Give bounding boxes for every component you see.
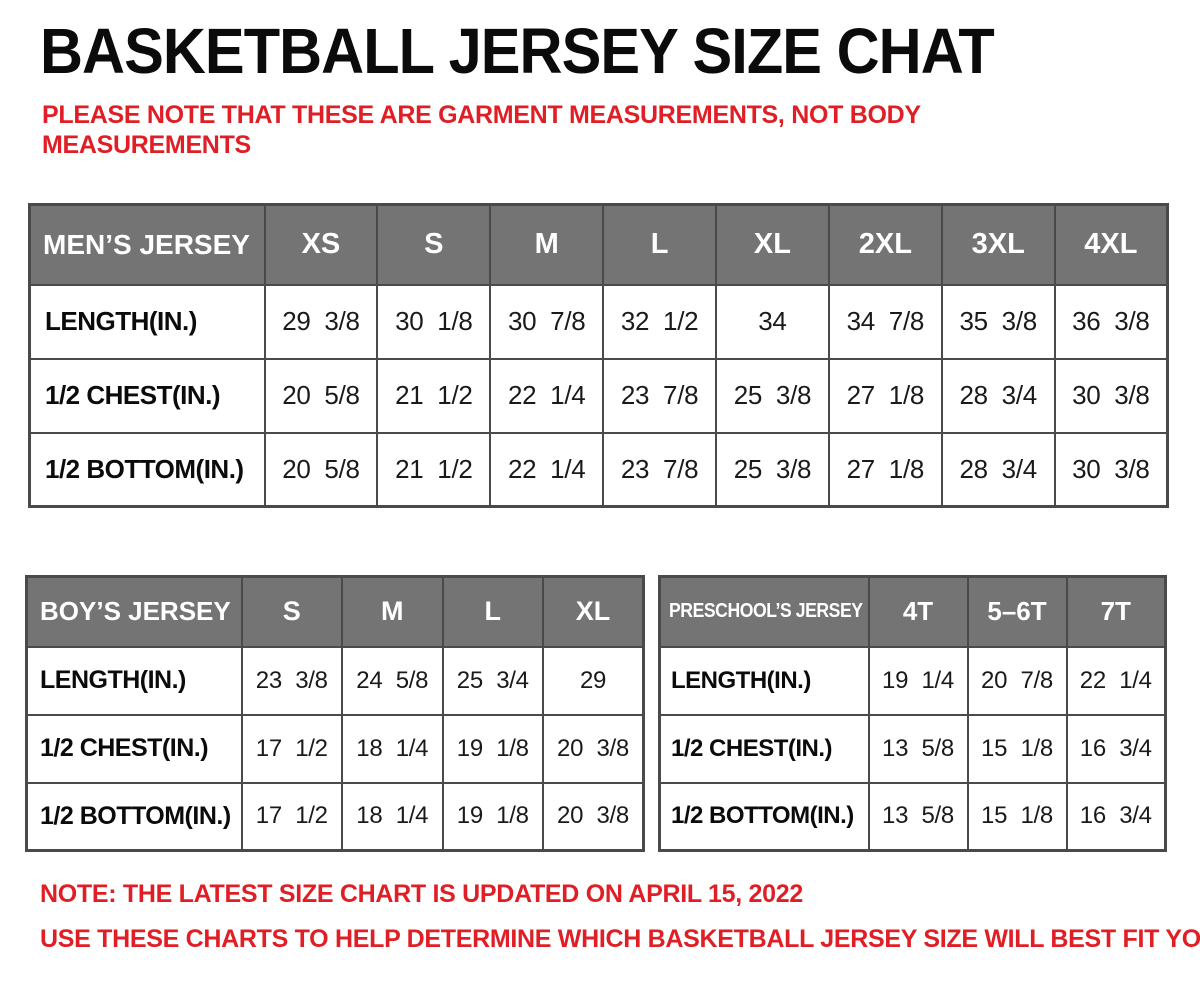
- value-cell: 20 7/8: [966, 645, 1068, 716]
- page-title: BASKETBALL JERSEY SIZE CHAT: [40, 15, 995, 87]
- preschools-size-header-5-6t: 5–6T: [966, 575, 1068, 648]
- boys-size-header-s: S: [240, 575, 343, 648]
- preschools-size-header-4t: 4T: [867, 575, 969, 648]
- value-cell: 21 1/2: [376, 357, 492, 434]
- boys-jersey-table: BOY’S JERSEY S M L XL LENGTH(IN.) 23 3/8…: [25, 575, 645, 852]
- row-label: LENGTH(IN.): [28, 283, 266, 360]
- preschools-length-row: LENGTH(IN.) 19 1/4 20 7/8 22 1/4: [658, 645, 1167, 716]
- boys-size-header-m: M: [341, 575, 444, 648]
- value-cell: 13 5/8: [867, 781, 969, 852]
- value-cell: 34: [715, 283, 830, 360]
- boys-size-header-xl: XL: [542, 575, 645, 648]
- value-cell: 30 3/8: [1053, 431, 1169, 508]
- value-cell: 20 3/8: [542, 713, 645, 784]
- value-cell: 35 3/8: [940, 283, 1056, 360]
- preschools-bottom-row: 1/2 BOTTOM(IN.) 13 5/8 15 1/8 16 3/4: [658, 781, 1167, 852]
- value-cell: 23 7/8: [602, 357, 717, 434]
- value-cell: 25 3/4: [441, 645, 544, 716]
- preschools-chest-row: 1/2 CHEST(IN.) 13 5/8 15 1/8 16 3/4: [658, 713, 1167, 784]
- preschools-jersey-table: PRESCHOOL’S JERSEY 4T 5–6T 7T LENGTH(IN.…: [658, 575, 1167, 852]
- value-cell: 27 1/8: [827, 357, 943, 434]
- mens-chest-row: 1/2 CHEST(IN.) 20 5/8 21 1/2 22 1/4 23 7…: [28, 357, 1169, 434]
- mens-size-header-xl: XL: [715, 203, 830, 286]
- value-cell: 19 1/8: [441, 781, 544, 852]
- boys-header-row: BOY’S JERSEY S M L XL: [25, 575, 645, 648]
- value-cell: 24 5/8: [341, 645, 444, 716]
- mens-header-row: MEN’S JERSEY XS S M L XL 2XL 3XL 4XL: [28, 203, 1169, 286]
- preschools-size-header-7t: 7T: [1065, 575, 1167, 648]
- value-cell: 28 3/4: [940, 431, 1056, 508]
- value-cell: 22 1/4: [489, 431, 605, 508]
- value-cell: 32 1/2: [602, 283, 717, 360]
- value-cell: 34 7/8: [827, 283, 943, 360]
- boys-size-header-l: L: [441, 575, 544, 648]
- boys-table-title: BOY’S JERSEY: [25, 575, 243, 648]
- row-label: 1/2 BOTTOM(IN.): [28, 431, 266, 508]
- mens-jersey-table: MEN’S JERSEY XS S M L XL 2XL 3XL 4XL LEN…: [28, 203, 1169, 508]
- value-cell: 29 3/8: [263, 283, 379, 360]
- row-label: LENGTH(IN.): [658, 645, 870, 716]
- value-cell: 20 5/8: [263, 357, 379, 434]
- value-cell: 16 3/4: [1065, 781, 1167, 852]
- row-label: LENGTH(IN.): [25, 645, 243, 716]
- value-cell: 23 3/8: [240, 645, 343, 716]
- update-date-note: NOTE: THE LATEST SIZE CHART IS UPDATED O…: [40, 880, 803, 908]
- row-label: 1/2 CHEST(IN.): [25, 713, 243, 784]
- value-cell: 17 1/2: [240, 781, 343, 852]
- value-cell: 17 1/2: [240, 713, 343, 784]
- value-cell: 30 7/8: [489, 283, 605, 360]
- boys-chest-row: 1/2 CHEST(IN.) 17 1/2 18 1/4 19 1/8 20 3…: [25, 713, 645, 784]
- value-cell: 25 3/8: [715, 357, 830, 434]
- value-cell: 21 1/2: [376, 431, 492, 508]
- value-cell: 36 3/8: [1053, 283, 1169, 360]
- mens-size-header-2xl: 2XL: [827, 203, 943, 286]
- preschools-header-row: PRESCHOOL’S JERSEY 4T 5–6T 7T: [658, 575, 1167, 648]
- mens-size-header-3xl: 3XL: [940, 203, 1056, 286]
- value-cell: 22 1/4: [1065, 645, 1167, 716]
- value-cell: 18 1/4: [341, 781, 444, 852]
- preschools-table-title: PRESCHOOL’S JERSEY: [658, 575, 870, 648]
- value-cell: 25 3/8: [715, 431, 830, 508]
- mens-table-title: MEN’S JERSEY: [28, 203, 266, 286]
- value-cell: 18 1/4: [341, 713, 444, 784]
- value-cell: 20 3/8: [542, 781, 645, 852]
- row-label: 1/2 CHEST(IN.): [28, 357, 266, 434]
- mens-size-header-m: M: [489, 203, 605, 286]
- value-cell: 20 5/8: [263, 431, 379, 508]
- value-cell: 27 1/8: [827, 431, 943, 508]
- mens-size-header-s: S: [376, 203, 492, 286]
- value-cell: 30 3/8: [1053, 357, 1169, 434]
- value-cell: 28 3/4: [940, 357, 1056, 434]
- boys-bottom-row: 1/2 BOTTOM(IN.) 17 1/2 18 1/4 19 1/8 20 …: [25, 781, 645, 852]
- value-cell: 15 1/8: [966, 713, 1068, 784]
- preschools-table-title-text: PRESCHOOL’S JERSEY: [669, 600, 863, 623]
- value-cell: 19 1/4: [867, 645, 969, 716]
- mens-size-header-l: L: [602, 203, 717, 286]
- value-cell: 13 5/8: [867, 713, 969, 784]
- garment-measurement-note: PLEASE NOTE THAT THESE ARE GARMENT MEASU…: [42, 101, 921, 159]
- value-cell: 29: [542, 645, 645, 716]
- value-cell: 23 7/8: [602, 431, 717, 508]
- mens-length-row: LENGTH(IN.) 29 3/8 30 1/8 30 7/8 32 1/2 …: [28, 283, 1169, 360]
- boys-length-row: LENGTH(IN.) 23 3/8 24 5/8 25 3/4 29: [25, 645, 645, 716]
- mens-size-header-xs: XS: [263, 203, 379, 286]
- value-cell: 15 1/8: [966, 781, 1068, 852]
- value-cell: 19 1/8: [441, 713, 544, 784]
- usage-note: USE THESE CHARTS TO HELP DETERMINE WHICH…: [40, 925, 1200, 953]
- row-label: 1/2 CHEST(IN.): [658, 713, 870, 784]
- mens-size-header-4xl: 4XL: [1053, 203, 1169, 286]
- row-label: 1/2 BOTTOM(IN.): [25, 781, 243, 852]
- value-cell: 22 1/4: [489, 357, 605, 434]
- row-label: 1/2 BOTTOM(IN.): [658, 781, 870, 852]
- mens-bottom-row: 1/2 BOTTOM(IN.) 20 5/8 21 1/2 22 1/4 23 …: [28, 431, 1169, 508]
- value-cell: 30 1/8: [376, 283, 492, 360]
- value-cell: 16 3/4: [1065, 713, 1167, 784]
